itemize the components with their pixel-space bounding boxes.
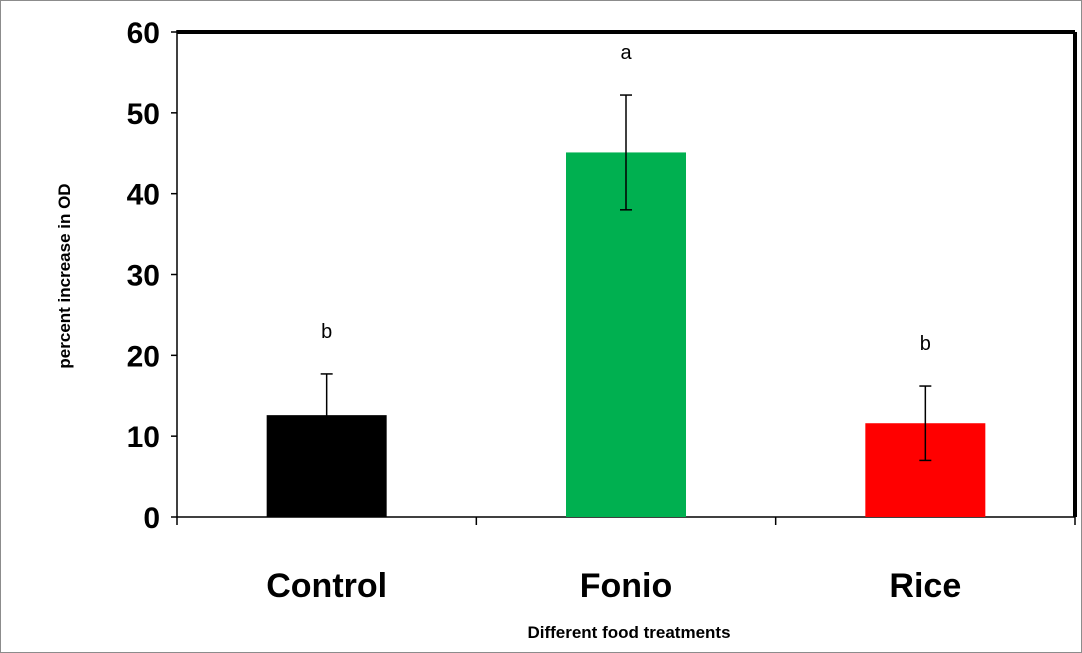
y-axis-ticks: 0 10 20 30 40 50 60: [127, 17, 177, 535]
category-labels: Control Fonio Rice: [266, 567, 961, 605]
y-axis-title: percent increase in OD: [55, 183, 74, 368]
bar-fonio: [566, 152, 686, 518]
category-label: Rice: [889, 567, 961, 605]
y-tick-label: 30: [127, 260, 160, 293]
category-label: Control: [266, 567, 387, 605]
y-tick-label: 20: [127, 340, 160, 373]
y-tick-label: 40: [127, 179, 160, 212]
significance-labels: b a b: [321, 42, 931, 355]
category-label: Fonio: [580, 567, 673, 605]
x-axis-ticks: [176, 517, 1076, 525]
y-tick-label: 0: [143, 502, 160, 535]
significance-label: b: [920, 333, 931, 355]
y-tick-label: 50: [127, 98, 160, 131]
significance-label: b: [321, 321, 332, 343]
significance-label: a: [620, 42, 632, 64]
error-bars: [320, 94, 932, 462]
y-tick-label: 10: [127, 421, 160, 454]
x-axis-title: Different food treatments: [527, 623, 730, 642]
bars: [266, 152, 986, 518]
y-tick-label: 60: [127, 17, 160, 50]
